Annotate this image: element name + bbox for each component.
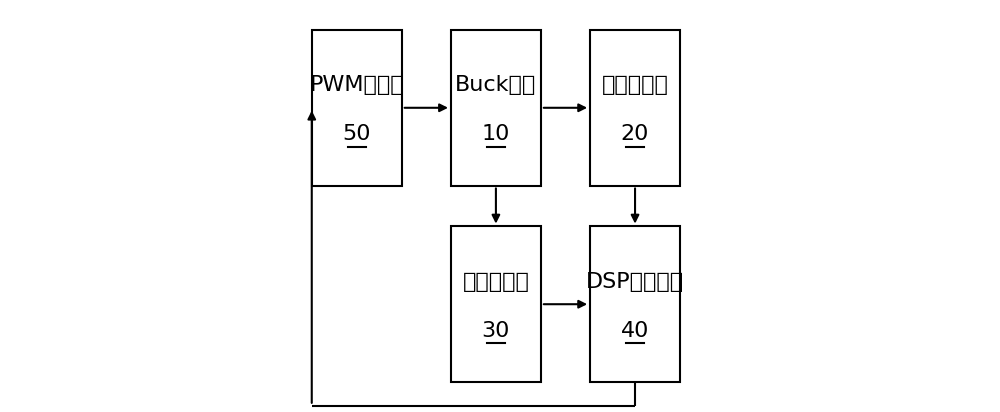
Text: 电压传感器: 电压传感器 [602,75,668,95]
Text: 10: 10 [482,124,510,144]
Text: DSP控制电路: DSP控制电路 [586,272,684,292]
FancyBboxPatch shape [590,30,680,185]
FancyBboxPatch shape [312,30,402,185]
Text: 电流传感器: 电流传感器 [462,272,529,292]
Text: 20: 20 [621,124,649,144]
Text: 40: 40 [621,321,649,341]
FancyBboxPatch shape [451,227,541,382]
FancyBboxPatch shape [590,227,680,382]
Text: PWM调制器: PWM调制器 [309,75,404,95]
Text: Buck电路: Buck电路 [455,75,537,95]
FancyBboxPatch shape [451,30,541,185]
Text: 30: 30 [482,321,510,341]
Text: 50: 50 [343,124,371,144]
